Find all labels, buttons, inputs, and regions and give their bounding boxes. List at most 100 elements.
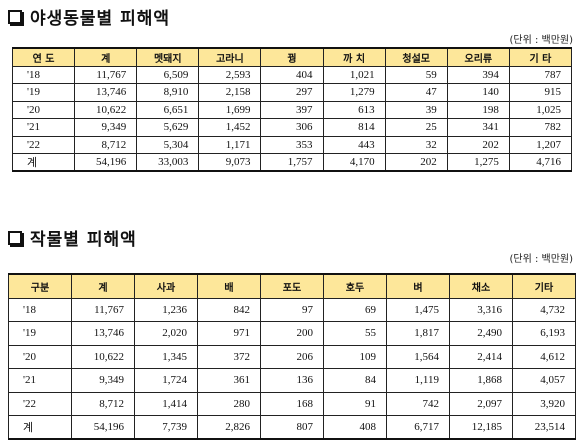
table-cell: 3,920 bbox=[512, 391, 576, 416]
table-cell: 25 bbox=[384, 118, 448, 137]
table-cell: 1,207 bbox=[508, 135, 573, 154]
table-cell: 2,826 bbox=[197, 415, 261, 440]
table-row: '20 10,622 6,651 1,699 397 613 39 198 1,025 bbox=[11, 100, 573, 119]
table-cell: 3,316 bbox=[449, 297, 513, 322]
table-cell: 168 bbox=[260, 391, 324, 416]
table-header-row: 연 도 계 멧돼지 고라니 꿩 까 치 청설모 오리류 기 타 bbox=[11, 47, 573, 67]
checkbox-square-icon bbox=[8, 9, 22, 24]
table-cell: 55 bbox=[323, 321, 387, 346]
section-title-wildlife: 야생동물별 피해액 bbox=[8, 4, 170, 29]
table-cell: 8,712 bbox=[74, 135, 138, 154]
column-header: 꿩 bbox=[260, 47, 324, 67]
table-cell: 198 bbox=[446, 100, 510, 119]
table-cell: 54,196 bbox=[74, 153, 138, 172]
table-cell: 782 bbox=[508, 118, 573, 137]
row-label-cell: '19 bbox=[11, 83, 76, 102]
table-cell: 361 bbox=[197, 368, 261, 393]
table-cell: 2,593 bbox=[198, 65, 262, 84]
table-cell: 1,817 bbox=[386, 321, 450, 346]
table-row: '19 13,746 2,020 971 200 55 1,817 2,490 6,193 bbox=[8, 321, 576, 346]
row-label-cell: 계 bbox=[8, 415, 72, 440]
table-cell: 4,716 bbox=[508, 153, 573, 172]
table-row: 계 54,196 33,003 9,073 1,757 4,170 202 1,275 4,71… bbox=[11, 153, 573, 172]
table-cell: 742 bbox=[386, 391, 450, 416]
section-title-text: 작물별 피해액 bbox=[30, 230, 137, 250]
table-cell: 443 bbox=[322, 135, 386, 154]
table-cell: 12,185 bbox=[449, 415, 513, 440]
table-cell: 394 bbox=[446, 65, 510, 84]
table-row: '22 8,712 5,304 1,171 353 443 32 202 1,207 bbox=[11, 135, 573, 154]
column-header: 벼 bbox=[386, 273, 450, 299]
table-cell: 1,699 bbox=[198, 100, 262, 119]
checkbox-square-icon bbox=[8, 230, 22, 245]
table-cell: 9,073 bbox=[198, 153, 262, 172]
table-cell: 54,196 bbox=[71, 415, 135, 440]
table-cell: 9,349 bbox=[74, 118, 138, 137]
table-cell: 4,732 bbox=[512, 297, 576, 322]
table-cell: 297 bbox=[260, 83, 324, 102]
table-cell: 202 bbox=[384, 153, 448, 172]
table-cell: 140 bbox=[446, 83, 510, 102]
unit-label: (단위 : 백만원) bbox=[509, 35, 573, 46]
table-cell: 11,767 bbox=[74, 65, 138, 84]
table-row: '20 10,622 1,345 372 206 109 1,564 2,414 4,612 bbox=[8, 344, 576, 369]
table-cell: 814 bbox=[322, 118, 386, 137]
wildlife-damage-table: 연 도 계 멧돼지 고라니 꿩 까 치 청설모 오리류 기 타 '18 11,767 6,509 2,… bbox=[11, 47, 573, 172]
table-cell: 206 bbox=[260, 344, 324, 369]
table-cell: 408 bbox=[323, 415, 387, 440]
table-cell: 5,304 bbox=[136, 135, 200, 154]
row-label-cell: '22 bbox=[11, 135, 76, 154]
column-header: 청설모 bbox=[384, 47, 448, 67]
column-header: 멧돼지 bbox=[136, 47, 200, 67]
table-cell: 47 bbox=[384, 83, 448, 102]
table-header-row: 구분 계 사과 배 포도 호두 벼 채소 기타 bbox=[8, 273, 576, 299]
table-cell: 2,020 bbox=[134, 321, 198, 346]
table-cell: 1,345 bbox=[134, 344, 198, 369]
column-header: 기 타 bbox=[508, 47, 573, 67]
row-label-cell: '19 bbox=[8, 321, 72, 346]
table-cell: 4,170 bbox=[322, 153, 386, 172]
table-cell: 200 bbox=[260, 321, 324, 346]
table-cell: 1,236 bbox=[134, 297, 198, 322]
table-cell: 202 bbox=[446, 135, 510, 154]
table-cell: 1,868 bbox=[449, 368, 513, 393]
table-cell: 8,712 bbox=[71, 391, 135, 416]
table-cell: 1,724 bbox=[134, 368, 198, 393]
table-cell: 91 bbox=[323, 391, 387, 416]
table-cell: 2,490 bbox=[449, 321, 513, 346]
table-cell: 23,514 bbox=[512, 415, 576, 440]
table-cell: 341 bbox=[446, 118, 510, 137]
table-cell: 372 bbox=[197, 344, 261, 369]
table-row: '18 11,767 1,236 842 97 69 1,475 3,316 4,732 bbox=[8, 297, 576, 322]
row-label-cell: '21 bbox=[11, 118, 76, 137]
table-cell: 397 bbox=[260, 100, 324, 119]
table-cell: 6,193 bbox=[512, 321, 576, 346]
unit-label: (단위 : 백만원) bbox=[509, 254, 573, 265]
table-cell: 32 bbox=[384, 135, 448, 154]
table-cell: 1,279 bbox=[322, 83, 386, 102]
section-title-crops: 작물별 피해액 bbox=[8, 225, 137, 250]
table-cell: 6,717 bbox=[386, 415, 450, 440]
table-cell: 280 bbox=[197, 391, 261, 416]
table-cell: 10,622 bbox=[74, 100, 138, 119]
table-cell: 1,475 bbox=[386, 297, 450, 322]
column-header: 호두 bbox=[323, 273, 387, 299]
column-header: 고라니 bbox=[198, 47, 262, 67]
section-title-text: 야생동물별 피해액 bbox=[30, 9, 171, 29]
table-cell: 39 bbox=[384, 100, 448, 119]
table-cell: 1,119 bbox=[386, 368, 450, 393]
table-cell: 1,757 bbox=[260, 153, 324, 172]
table-cell: 353 bbox=[260, 135, 324, 154]
table-cell: 6,651 bbox=[136, 100, 200, 119]
table-cell: 306 bbox=[260, 118, 324, 137]
table-cell: 1,275 bbox=[446, 153, 510, 172]
column-header: 사과 bbox=[134, 273, 198, 299]
crop-damage-table: 구분 계 사과 배 포도 호두 벼 채소 기타 '18 11,767 1,236 842 97 69 1,4… bbox=[8, 273, 576, 440]
table-cell: 13,746 bbox=[71, 321, 135, 346]
row-label-cell: '22 bbox=[8, 391, 72, 416]
table-cell: 136 bbox=[260, 368, 324, 393]
row-label-cell: '20 bbox=[8, 344, 72, 369]
table-cell: 4,057 bbox=[512, 368, 576, 393]
table-cell: 97 bbox=[260, 297, 324, 322]
table-cell: 33,003 bbox=[136, 153, 200, 172]
